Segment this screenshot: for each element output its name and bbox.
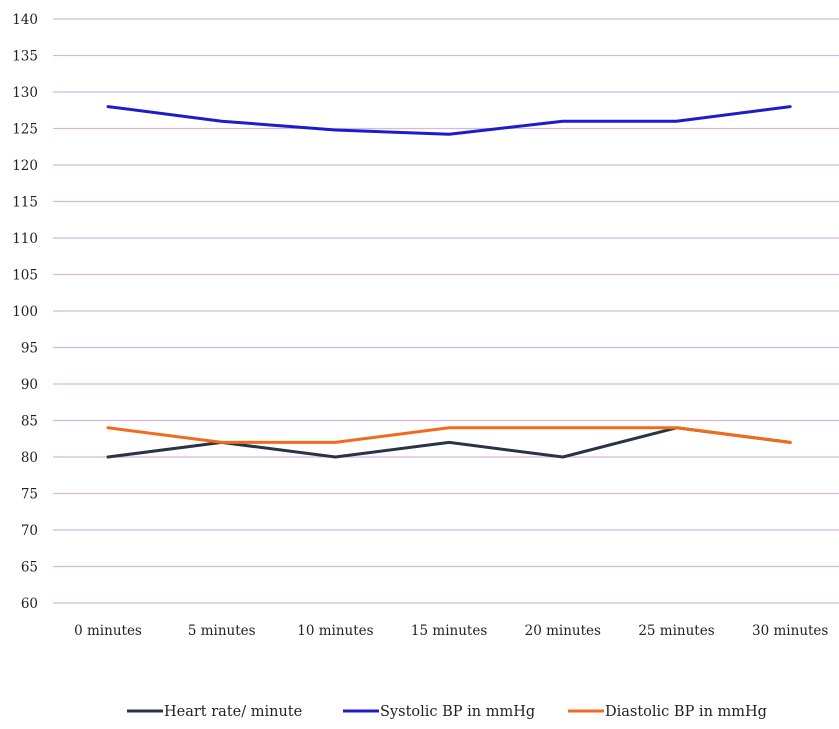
y-tick-label: 70 bbox=[21, 523, 38, 539]
y-axis-tick-labels: 60 65 70 75 80 85 90 95 100 105 110 115 120 125 130 135… bbox=[12, 12, 38, 612]
y-tick-label: 120 bbox=[12, 158, 38, 174]
y-tick-label: 135 bbox=[12, 49, 38, 65]
gridlines bbox=[53, 19, 839, 603]
y-tick-label: 100 bbox=[12, 304, 38, 320]
y-tick-label: 90 bbox=[21, 377, 38, 393]
y-tick-label: 80 bbox=[21, 450, 38, 466]
y-tick-label: 75 bbox=[21, 487, 38, 503]
y-tick-label: 65 bbox=[21, 560, 38, 576]
legend-label: Systolic BP in mmHg bbox=[380, 704, 535, 720]
x-category-label: 10 minutes bbox=[297, 623, 373, 639]
x-category-label: 25 minutes bbox=[638, 623, 714, 639]
legend: Heart rate/ minute Systolic BP in mmHg Dia… bbox=[127, 704, 767, 720]
x-category-label: 5 minutes bbox=[188, 623, 256, 639]
y-tick-label: 125 bbox=[12, 122, 38, 138]
x-category-label: 30 minutes bbox=[752, 623, 828, 639]
y-tick-label: 95 bbox=[21, 341, 38, 357]
series-line-1 bbox=[108, 107, 790, 135]
y-tick-label: 60 bbox=[21, 596, 38, 612]
legend-label: Diastolic BP in mmHg bbox=[605, 704, 767, 720]
y-tick-label: 115 bbox=[12, 195, 38, 211]
y-tick-label: 85 bbox=[21, 414, 38, 430]
y-tick-label: 130 bbox=[12, 85, 38, 101]
y-tick-label: 140 bbox=[12, 12, 38, 28]
x-category-label: 0 minutes bbox=[74, 623, 142, 639]
y-tick-label: 110 bbox=[12, 231, 38, 247]
legend-label: Heart rate/ minute bbox=[164, 704, 302, 720]
x-axis-category-labels: 0 minutes 5 minutes 10 minutes 15 minutes 20… bbox=[74, 623, 828, 639]
series-line-2 bbox=[108, 428, 790, 443]
y-tick-label: 105 bbox=[12, 268, 38, 284]
x-category-label: 15 minutes bbox=[411, 623, 487, 639]
series-lines bbox=[108, 107, 790, 458]
x-category-label: 20 minutes bbox=[525, 623, 601, 639]
